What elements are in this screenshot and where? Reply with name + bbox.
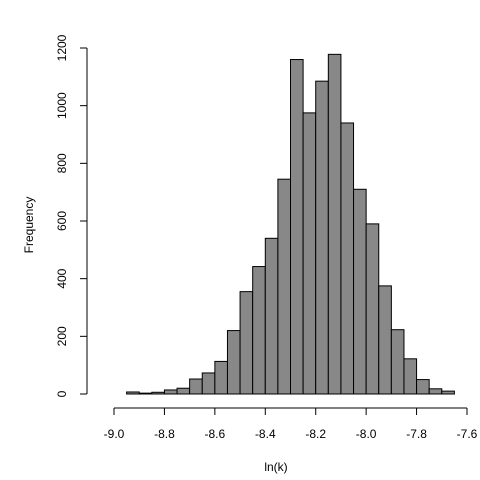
x-tick-label: -8.4 [255,427,276,441]
histogram-bar [277,178,292,395]
histogram-bar [365,223,380,395]
histogram-bar [315,80,329,395]
y-tick-label: 1000 [55,92,69,119]
y-tick-label: 400 [55,268,69,288]
histogram-bar [163,389,178,395]
histogram-bar [353,188,367,395]
histogram-bar [264,237,279,395]
x-tick-label: -8.2 [305,427,326,441]
y-axis-label: Frequency [22,197,36,254]
x-axis: -9.0 -8.8 -8.6 -8.4 -8.2 -8.0 -7.8 -7.6 [104,407,478,441]
y-tick-label: 200 [55,326,69,346]
y-tick-label: 0 [55,390,69,397]
histogram-bar [390,329,405,395]
y-tick-label: 1200 [55,34,69,61]
histogram-bar [189,378,203,395]
x-tick-label: -8.6 [205,427,226,441]
histogram-bar [416,379,430,395]
y-tick-label: 600 [55,211,69,231]
y-tick-label: 800 [55,153,69,173]
x-tick-label: -8.8 [154,427,175,441]
histogram-bar [126,391,140,395]
x-tick-label: -8.0 [356,427,377,441]
histogram-bar [290,59,304,395]
histogram-bar [201,372,216,395]
histogram-bar [226,330,241,395]
histogram-bar [327,53,342,395]
histogram-bar [403,358,418,395]
histogram-bar [214,360,228,395]
histogram-bars [126,53,455,395]
histogram-bar [151,391,165,395]
x-tick-label: -9.0 [104,427,125,441]
y-axis: 0 200 400 600 800 1000 1200 [55,34,88,397]
histogram-bar [252,266,266,395]
histogram-bar [378,285,392,395]
histogram-bar [441,390,455,395]
x-tick-label: -7.6 [457,427,478,441]
x-tick-label: -7.8 [406,427,427,441]
x-axis-label: ln(k) [264,460,287,474]
histogram-bar [428,388,443,395]
histogram-bar [176,387,191,395]
histogram-bar [302,112,317,395]
histogram-bar [138,392,153,395]
histogram-bar [340,122,355,395]
histogram-bar [239,291,254,395]
